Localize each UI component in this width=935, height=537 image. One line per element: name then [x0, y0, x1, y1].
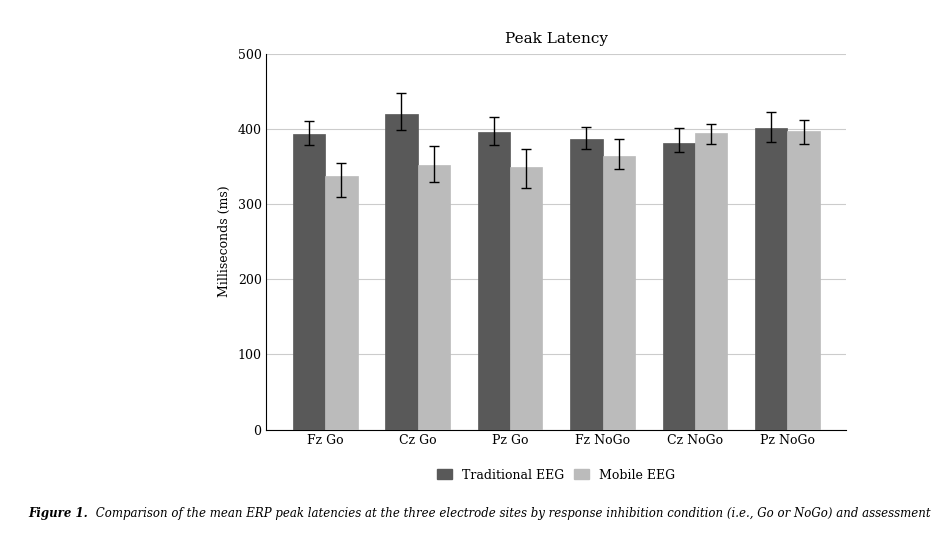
Bar	[695, 133, 727, 430]
Bar	[570, 139, 602, 430]
Bar	[602, 156, 635, 430]
Bar	[755, 128, 787, 430]
Title: Peak Latency: Peak Latency	[505, 32, 608, 46]
Bar	[787, 131, 820, 430]
Bar	[325, 176, 357, 430]
Bar	[418, 165, 450, 430]
Text: Comparison of the mean ERP peak latencies at the three electrode sites by respon: Comparison of the mean ERP peak latencie…	[92, 507, 935, 520]
Bar	[385, 114, 418, 430]
Bar	[511, 167, 542, 430]
Y-axis label: Milliseconds (ms): Milliseconds (ms)	[218, 186, 231, 297]
Text: Figure 1.: Figure 1.	[28, 507, 88, 520]
Bar	[293, 134, 325, 430]
Bar	[478, 132, 511, 430]
Bar	[663, 143, 695, 430]
Legend: Traditional EEG, Mobile EEG: Traditional EEG, Mobile EEG	[438, 469, 675, 482]
